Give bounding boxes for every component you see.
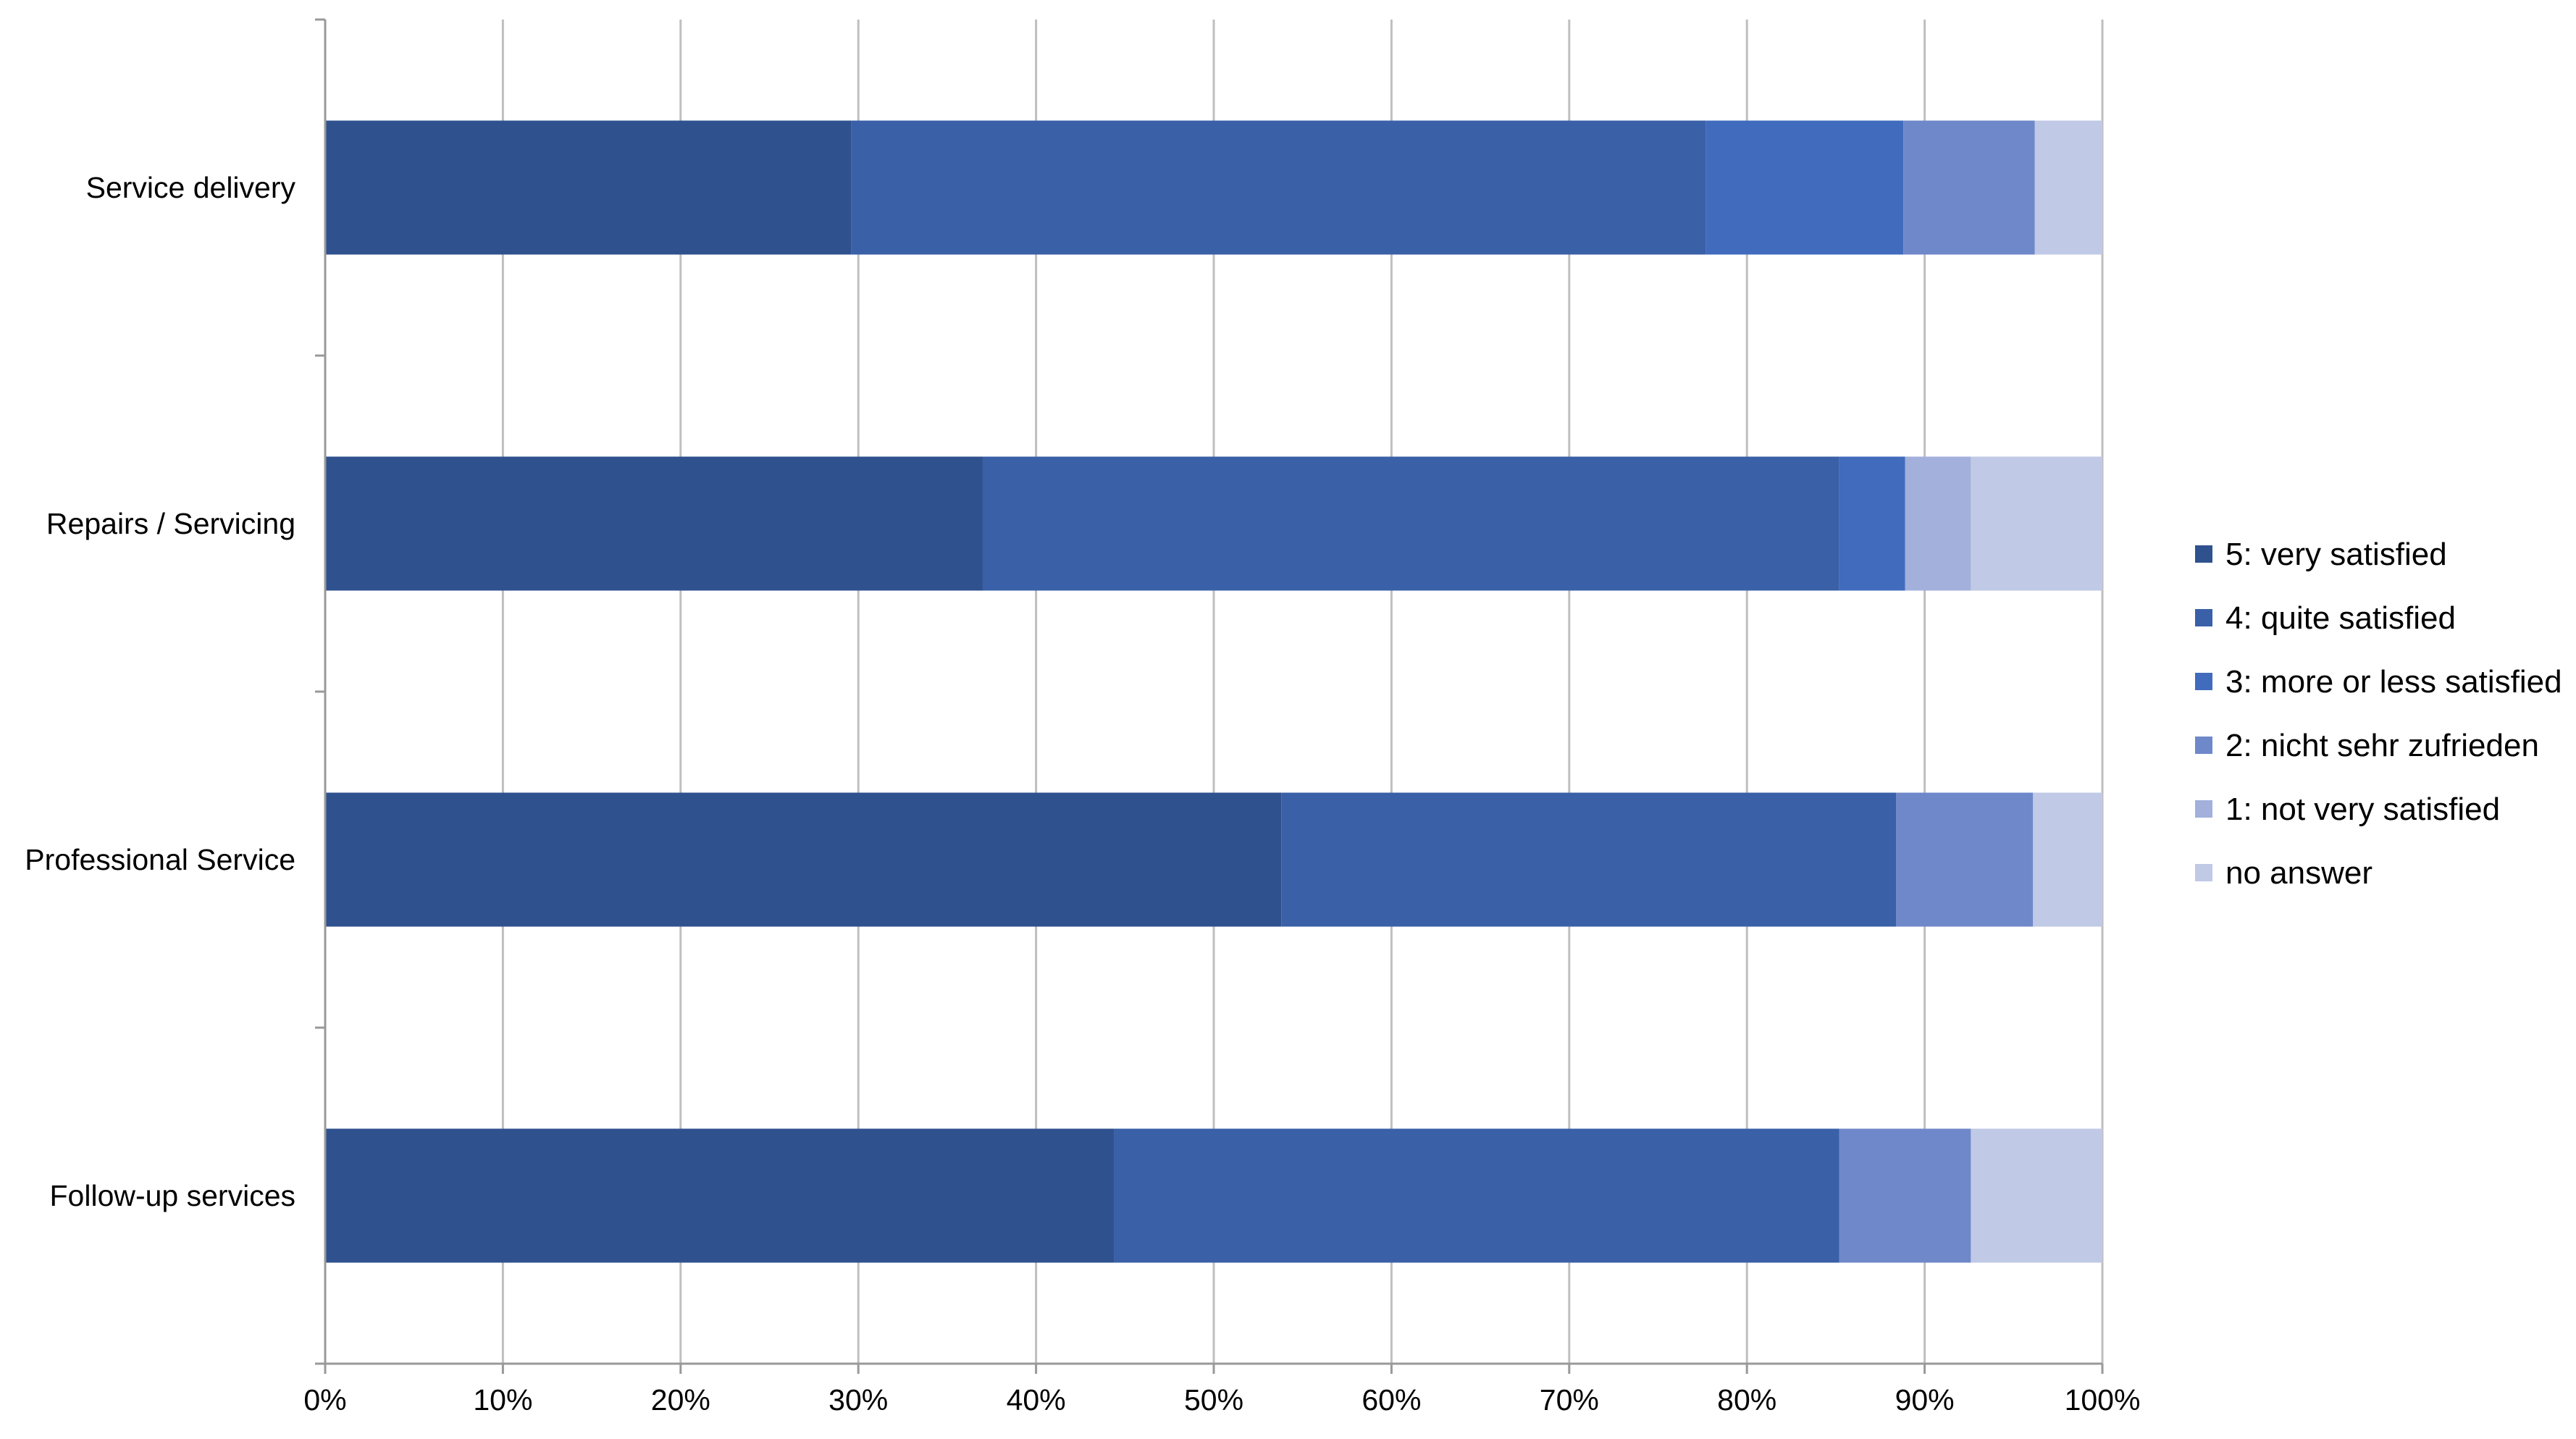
bar-segment [1971, 1128, 2102, 1263]
bar-segment [1971, 456, 2102, 591]
x-tick-label: 70% [1540, 1383, 1599, 1417]
legend-label: 1: not very satisfied [2225, 792, 2500, 827]
category-labels: Service delivery Repairs / Servicing Profe… [25, 171, 295, 1212]
category-label: Professional Service [25, 843, 295, 876]
bar-segment [982, 456, 1839, 591]
bar-segment [325, 1128, 1115, 1263]
x-tick-label: 10% [473, 1383, 532, 1417]
x-tick-label: 30% [828, 1383, 888, 1417]
x-tick-label: 40% [1007, 1383, 1066, 1417]
x-tick-label: 20% [651, 1383, 710, 1417]
category-label: Follow-up services [50, 1179, 296, 1212]
category-label: Service delivery [86, 171, 296, 204]
bar-segment [325, 120, 852, 255]
legend-swatch [2195, 864, 2212, 881]
legend-swatch [2195, 800, 2212, 818]
legend-swatch [2195, 545, 2212, 563]
category-label: Repairs / Servicing [46, 507, 295, 540]
bar-segment [1896, 792, 2034, 927]
bar-segment [1839, 1128, 1971, 1263]
bars [325, 120, 2102, 1263]
legend-label: no answer [2225, 855, 2372, 891]
bar-segment [1281, 792, 1897, 927]
x-tick-label: 50% [1184, 1383, 1243, 1417]
bar-segment [851, 120, 1706, 255]
bar-segment [1114, 1128, 1839, 1263]
bar-segment [1839, 456, 1905, 591]
bar-segment [1706, 120, 1904, 255]
legend-label: 2: nicht sehr zufrieden [2225, 728, 2539, 763]
bar-segment [1903, 120, 2035, 255]
bar-segment [325, 456, 983, 591]
x-tick-label: 80% [1717, 1383, 1776, 1417]
x-tick-label: 60% [1362, 1383, 1421, 1417]
bar-segment [2033, 792, 2102, 927]
bar-segment [325, 792, 1282, 927]
x-tick-label: 90% [1895, 1383, 1955, 1417]
legend-label: 5: very satisfied [2225, 537, 2447, 572]
legend: 5: very satisfied 4: quite satisfied 3: mo… [2195, 537, 2562, 891]
x-tick-label: 100% [2065, 1383, 2141, 1417]
legend-swatch [2195, 673, 2212, 690]
legend-label: 4: quite satisfied [2225, 600, 2456, 636]
axes [315, 18, 2104, 1374]
legend-label: 3: more or less satisfied [2225, 664, 2562, 700]
x-tick-labels: 0% 10% 20% 30% 40% 50% 60% 70% 80% 90% 100% [303, 1383, 2140, 1417]
bar-segment [2034, 120, 2102, 255]
x-tick-label: 0% [303, 1383, 346, 1417]
bar-segment [1905, 456, 1971, 591]
legend-swatch [2195, 609, 2212, 626]
legend-swatch [2195, 737, 2212, 754]
